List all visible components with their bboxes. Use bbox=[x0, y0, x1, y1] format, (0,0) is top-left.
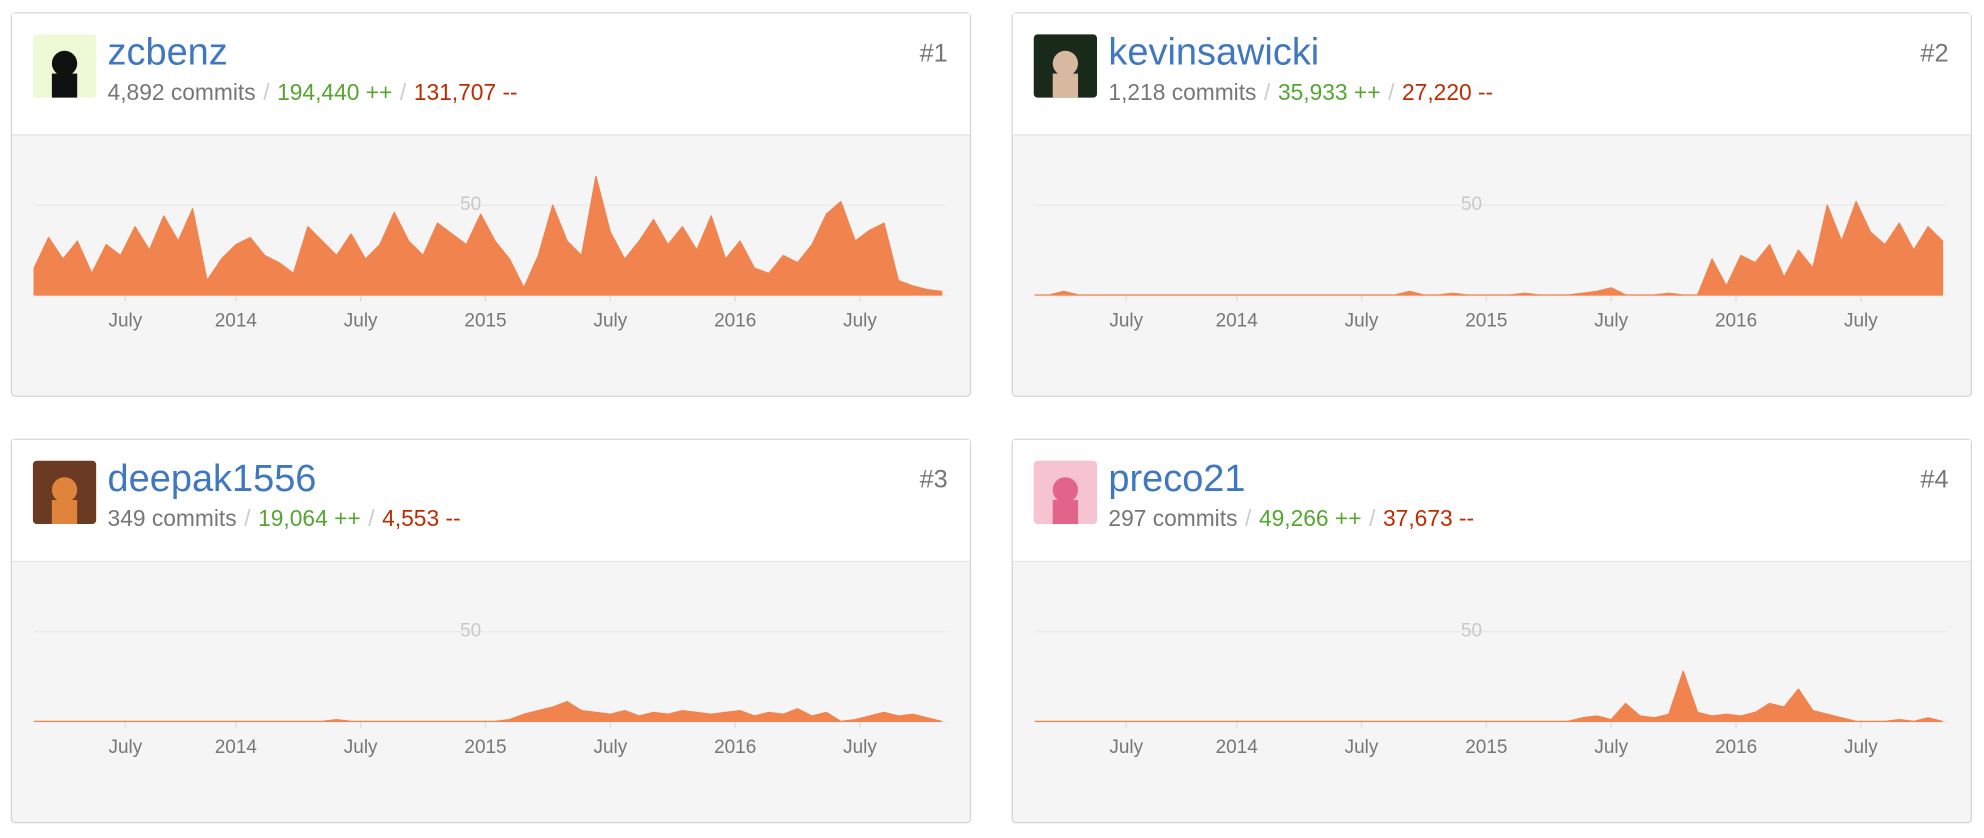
x-tick-label: July bbox=[593, 737, 627, 758]
additions: 194,440 ++ bbox=[277, 79, 392, 105]
x-tick-label: July bbox=[109, 737, 143, 758]
avatar-figure bbox=[51, 477, 78, 503]
additions: 49,266 ++ bbox=[1259, 505, 1362, 531]
x-tick-label: 2016 bbox=[1715, 737, 1757, 758]
commits: 297 commits bbox=[1108, 505, 1237, 531]
deletions: 4,553 -- bbox=[382, 505, 460, 531]
commit-area bbox=[1034, 670, 1944, 723]
x-tick-label: 2014 bbox=[215, 311, 257, 332]
separator: / bbox=[1369, 505, 1376, 531]
x-tick-label: 2015 bbox=[464, 737, 506, 758]
stats: 297 commits / 49,266 ++ / 37,673 -- bbox=[1108, 505, 1474, 531]
y-tick-label: 50 bbox=[1461, 194, 1482, 215]
commit-area bbox=[33, 701, 943, 723]
x-tick-label: 2014 bbox=[1216, 311, 1258, 332]
x-tick-label: July bbox=[1844, 737, 1878, 758]
commits: 1,218 commits bbox=[1108, 79, 1256, 105]
x-tick-label: July bbox=[1345, 311, 1379, 332]
username[interactable]: zcbenz bbox=[108, 32, 228, 74]
card-header bbox=[1012, 439, 1971, 562]
x-tick-label: 2016 bbox=[1715, 311, 1757, 332]
x-tick-label: 2016 bbox=[714, 311, 756, 332]
commits: 4,892 commits bbox=[108, 79, 256, 105]
stats: 1,218 commits / 35,933 ++ / 27,220 -- bbox=[1108, 79, 1493, 105]
username[interactable]: kevinsawicki bbox=[1108, 32, 1319, 74]
y-tick-label: 50 bbox=[1461, 621, 1482, 642]
x-tick-label: July bbox=[593, 311, 627, 332]
card-header bbox=[1012, 13, 1971, 135]
avatar-figure bbox=[51, 499, 78, 525]
stats: 349 commits / 19,064 ++ / 4,553 -- bbox=[108, 505, 461, 531]
x-tick-label: July bbox=[843, 737, 877, 758]
x-tick-label: July bbox=[1594, 311, 1628, 332]
avatar-figure bbox=[51, 50, 78, 77]
stats: 4,892 commits / 194,440 ++ / 131,707 -- bbox=[108, 79, 518, 105]
separator: / bbox=[263, 79, 270, 105]
card-header bbox=[12, 13, 970, 135]
card-header bbox=[12, 439, 970, 562]
separator: / bbox=[400, 79, 407, 105]
x-tick-label: July bbox=[109, 311, 143, 332]
deletions: 131,707 -- bbox=[414, 79, 518, 105]
avatar-figure bbox=[1052, 477, 1079, 503]
separator: / bbox=[368, 505, 375, 531]
deletions: 37,673 -- bbox=[1383, 505, 1474, 531]
separator: / bbox=[1264, 79, 1271, 105]
x-tick-label: 2014 bbox=[215, 737, 257, 758]
x-tick-label: July bbox=[344, 737, 378, 758]
separator: / bbox=[1245, 505, 1252, 531]
username[interactable]: preco21 bbox=[1108, 458, 1245, 500]
x-tick-label: 2015 bbox=[464, 311, 506, 332]
additions: 19,064 ++ bbox=[258, 505, 361, 531]
rank: #2 bbox=[1920, 39, 1948, 67]
commits: 349 commits bbox=[108, 505, 237, 531]
x-tick-label: 2015 bbox=[1465, 311, 1507, 332]
x-tick-label: July bbox=[1109, 311, 1143, 332]
rank: #1 bbox=[920, 39, 948, 67]
x-tick-label: July bbox=[843, 311, 877, 332]
commit-area bbox=[33, 175, 943, 296]
x-tick-label: July bbox=[344, 311, 378, 332]
x-tick-label: July bbox=[1844, 311, 1878, 332]
separator: / bbox=[1388, 79, 1395, 105]
separator: / bbox=[244, 505, 251, 531]
x-tick-label: July bbox=[1345, 737, 1379, 758]
x-tick-label: 2015 bbox=[1465, 737, 1507, 758]
rank: #3 bbox=[920, 466, 948, 494]
x-tick-label: 2016 bbox=[714, 737, 756, 758]
x-tick-label: 2014 bbox=[1216, 737, 1258, 758]
deletions: 27,220 -- bbox=[1402, 79, 1493, 105]
username[interactable]: deepak1556 bbox=[108, 458, 317, 500]
avatar-figure bbox=[1052, 50, 1079, 77]
y-tick-label: 50 bbox=[460, 194, 481, 215]
avatar-figure bbox=[1052, 499, 1079, 525]
y-tick-label: 50 bbox=[460, 621, 481, 642]
rank: #4 bbox=[1920, 466, 1948, 494]
x-tick-label: July bbox=[1109, 737, 1143, 758]
additions: 35,933 ++ bbox=[1278, 79, 1381, 105]
commit-area bbox=[1034, 200, 1944, 296]
avatar-figure bbox=[51, 73, 78, 98]
x-tick-label: July bbox=[1594, 737, 1628, 758]
avatar-figure bbox=[1052, 73, 1079, 98]
